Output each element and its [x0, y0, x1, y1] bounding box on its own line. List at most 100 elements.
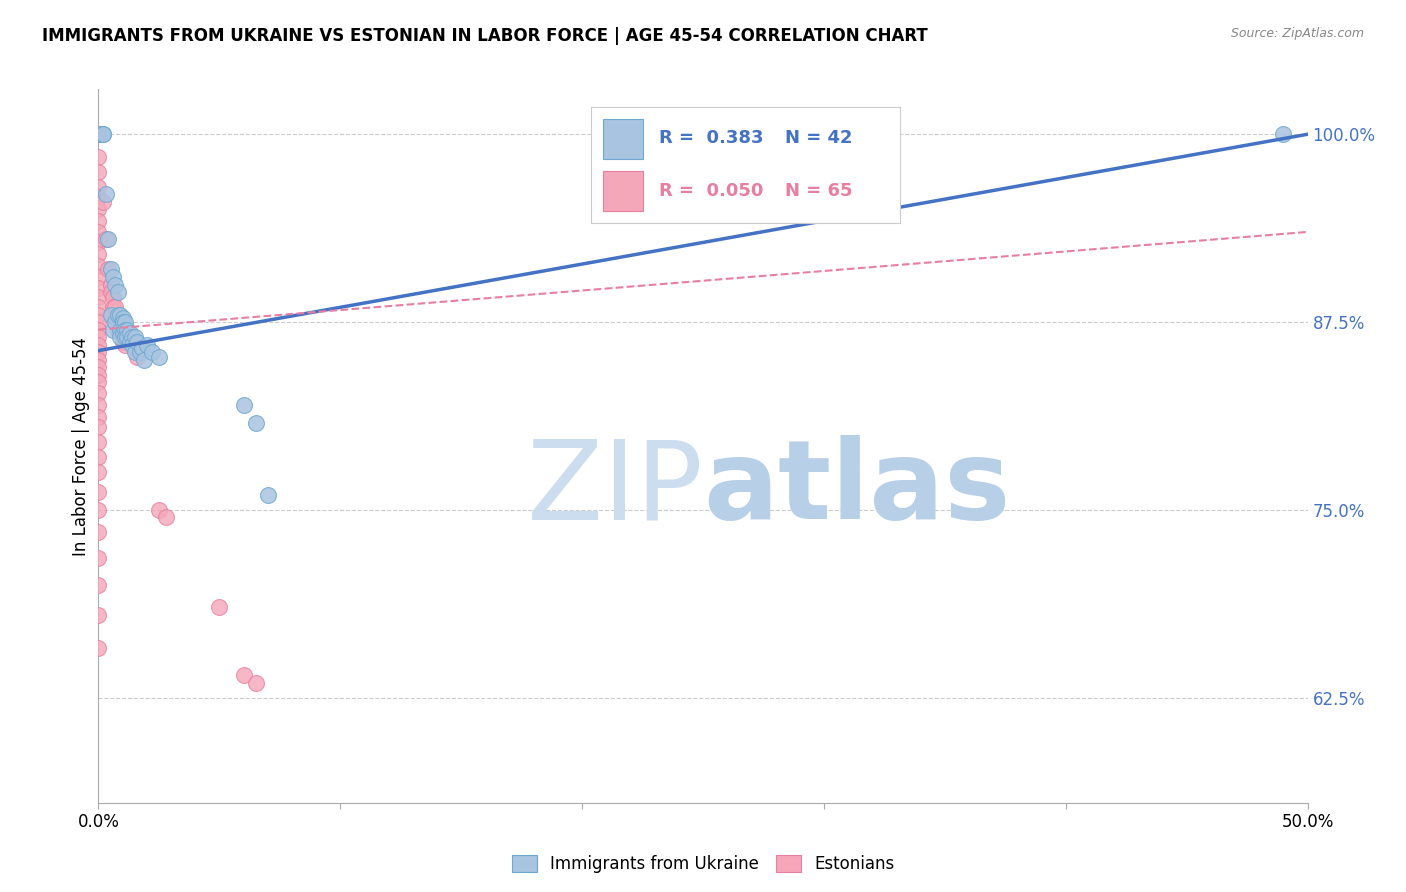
Point — [148, 350, 170, 364]
Point — [108, 326, 131, 340]
Point — [94, 187, 117, 202]
Point — [111, 310, 134, 325]
Point — [87, 398, 110, 412]
Point — [87, 360, 110, 375]
Point — [87, 308, 110, 322]
Point — [87, 368, 110, 382]
Point — [155, 510, 177, 524]
Legend: Immigrants from Ukraine, Estonians: Immigrants from Ukraine, Estonians — [505, 848, 901, 880]
Point — [118, 326, 141, 340]
Point — [87, 165, 110, 179]
Bar — [603, 171, 643, 211]
Point — [87, 260, 110, 274]
Point — [87, 300, 110, 314]
Point — [114, 322, 136, 336]
Text: Source: ZipAtlas.com: Source: ZipAtlas.com — [1230, 27, 1364, 40]
Point — [87, 435, 110, 450]
Point — [87, 385, 110, 400]
Point — [100, 262, 122, 277]
Point — [128, 345, 150, 359]
Point — [87, 214, 110, 228]
Point — [111, 334, 134, 349]
Point — [108, 330, 131, 344]
Text: ZIP: ZIP — [527, 435, 703, 542]
Point — [111, 315, 134, 329]
Point — [114, 315, 136, 329]
Point — [91, 194, 114, 209]
Point — [104, 277, 127, 292]
Point — [87, 375, 110, 389]
Point — [87, 190, 110, 204]
Point — [127, 334, 149, 349]
Point — [1272, 128, 1295, 142]
Point — [94, 232, 117, 246]
Point — [107, 322, 129, 336]
Point — [87, 150, 110, 164]
Point — [87, 409, 110, 424]
Point — [87, 202, 110, 217]
Point — [87, 280, 110, 294]
Point — [87, 247, 110, 261]
Point — [87, 179, 110, 194]
Point — [117, 330, 139, 344]
Point — [87, 337, 110, 351]
Point — [87, 315, 110, 329]
Point — [104, 300, 127, 314]
Point — [124, 330, 146, 344]
Point — [124, 345, 146, 359]
Text: atlas: atlas — [703, 435, 1011, 542]
Point — [141, 345, 163, 359]
Point — [87, 352, 110, 367]
Point — [87, 128, 110, 142]
Point — [87, 322, 110, 336]
Point — [131, 341, 153, 355]
Point — [87, 330, 110, 344]
Point — [100, 285, 122, 299]
Point — [245, 675, 267, 690]
Point — [118, 334, 141, 349]
Point — [256, 488, 278, 502]
Point — [107, 310, 129, 325]
Point — [97, 262, 120, 277]
Point — [121, 330, 143, 344]
Point — [121, 337, 143, 351]
Point — [87, 550, 110, 565]
Text: N = 65: N = 65 — [786, 182, 853, 200]
Point — [87, 128, 110, 142]
Point — [87, 465, 110, 479]
Y-axis label: In Labor Force | Age 45-54: In Labor Force | Age 45-54 — [72, 336, 90, 556]
Text: R =  0.383: R = 0.383 — [658, 129, 763, 147]
Point — [87, 345, 110, 359]
Point — [91, 128, 114, 142]
Point — [90, 128, 112, 142]
Point — [245, 416, 267, 430]
Point — [232, 398, 254, 412]
Point — [107, 285, 129, 299]
Point — [101, 322, 124, 336]
Point — [114, 337, 136, 351]
Point — [100, 277, 122, 292]
Point — [232, 668, 254, 682]
Point — [124, 341, 146, 355]
Point — [104, 310, 127, 325]
Point — [101, 270, 124, 285]
Point — [111, 326, 134, 340]
Point — [87, 420, 110, 434]
Point — [91, 128, 114, 142]
Point — [135, 337, 157, 351]
Point — [117, 322, 139, 336]
Point — [108, 315, 131, 329]
Point — [87, 235, 110, 250]
Point — [114, 330, 136, 344]
Point — [87, 578, 110, 592]
Point — [101, 300, 124, 314]
Point — [104, 315, 127, 329]
Point — [87, 525, 110, 540]
Point — [100, 308, 122, 322]
Bar — [603, 119, 643, 159]
Point — [87, 450, 110, 465]
Point — [87, 289, 110, 303]
Point — [134, 352, 156, 367]
Point — [97, 232, 120, 246]
Point — [87, 484, 110, 499]
